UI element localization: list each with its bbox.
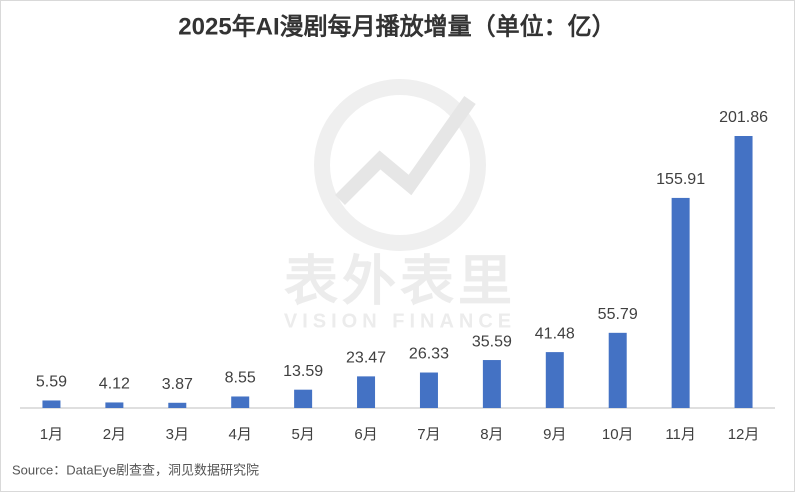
bar [545,352,564,408]
bar [231,396,250,408]
source-note: Source：DataEye剧查查，洞见数据研究院 [12,462,259,477]
value-label: 55.79 [598,306,638,323]
x-tick-label: 12月 [728,426,760,443]
value-label: 23.47 [346,350,386,367]
value-label: 13.59 [283,363,323,380]
bar [734,136,753,408]
x-tick-label: 6月 [354,426,377,443]
chart-title: 2025年AI漫剧每月播放增量（单位：亿） [178,12,615,40]
bar [294,389,313,408]
x-tick-label: 4月 [229,426,252,443]
x-tick-label: 3月 [166,426,189,443]
x-tick-label: 11月 [665,426,696,443]
value-label: 201.86 [719,109,768,126]
value-label: 3.87 [162,376,193,393]
watermark-brand-en: VISION FINANCE [284,310,516,332]
value-label: 5.59 [36,374,67,391]
x-tick-label: 1月 [40,426,63,443]
bar [482,360,501,408]
watermark-arrow [335,95,476,205]
bar [105,402,124,408]
x-tick-label: 10月 [602,426,634,443]
x-tick-label: 5月 [291,426,314,443]
x-tick-label: 7月 [417,426,440,443]
bar [168,402,187,408]
x-tick-label: 9月 [543,426,566,443]
bar [419,372,438,408]
bar [671,197,690,408]
watermark: 表外表里 VISION FINANCE [284,79,516,332]
bar [357,376,376,408]
x-tick-label: 2月 [103,426,126,443]
value-label: 155.91 [656,171,705,188]
watermark-brand: 表外表里 [284,251,516,311]
value-label: 4.12 [99,376,130,393]
watermark-ring [314,79,486,251]
bar [42,400,61,408]
x-tick-label: 8月 [480,426,503,443]
value-label: 41.48 [535,325,575,342]
value-label: 8.55 [225,370,256,387]
value-label: 35.59 [472,333,512,350]
value-label: 26.33 [409,346,449,363]
bar [608,332,627,408]
